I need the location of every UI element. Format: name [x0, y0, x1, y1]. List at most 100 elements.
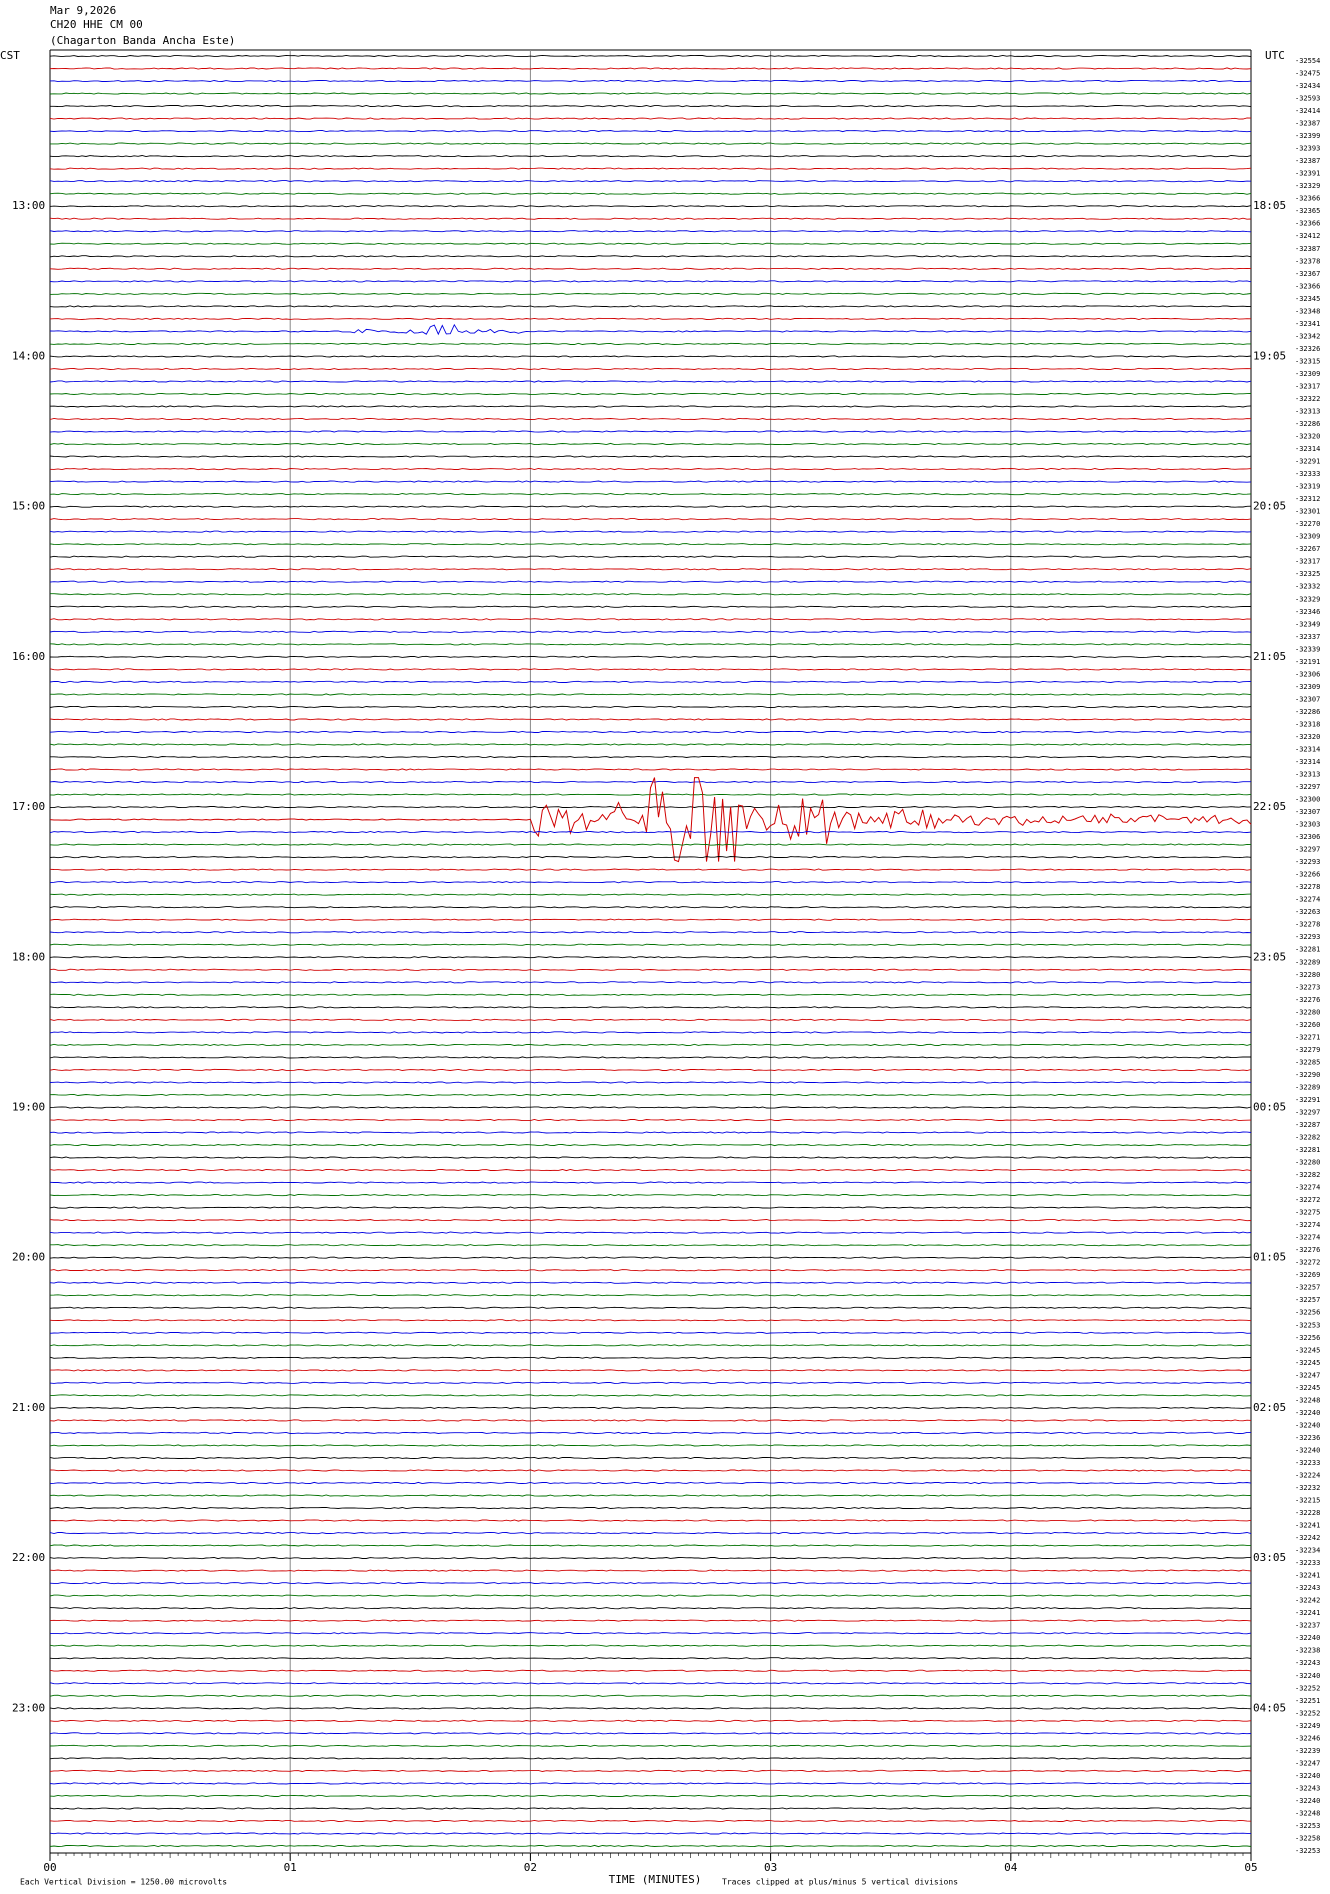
trace-offset-label: -32309: [1295, 683, 1320, 691]
trace: [49, 1657, 1252, 1660]
trace-offset-label: -32280: [1295, 1159, 1320, 1167]
trace: [49, 1569, 1252, 1572]
trace: [49, 518, 1252, 521]
x-tick-label: 02: [524, 1861, 537, 1874]
trace: [49, 267, 1252, 270]
trace: [49, 1406, 1252, 1409]
trace-offset-label: -32291: [1295, 1096, 1320, 1104]
trace: [49, 493, 1252, 496]
trace-offset-label: -32248: [1295, 1809, 1320, 1817]
trace-offset-label: -32253: [1295, 1847, 1320, 1855]
trace-offset-label: -32349: [1295, 620, 1320, 628]
trace: [49, 793, 1252, 796]
trace-offset-label: -32593: [1295, 95, 1320, 103]
trace: [50, 1394, 1252, 1397]
trace-offset-label: -32263: [1295, 908, 1320, 916]
trace: [49, 1281, 1252, 1284]
scale-note: Each Vertical Division = 1250.00 microvo…: [20, 1878, 227, 1887]
trace: [49, 1018, 1252, 1021]
trace-offset-label: -32366: [1295, 195, 1320, 203]
trace: [49, 1331, 1252, 1334]
trace-offset-label: -32282: [1295, 1134, 1320, 1142]
trace-offset-label: -32257: [1295, 1296, 1320, 1304]
trace-offset-label: -32273: [1295, 983, 1320, 991]
trace: [49, 1557, 1251, 1560]
trace: [49, 54, 1252, 58]
trace-offset-label: -32313: [1295, 770, 1320, 778]
trace-offset-label: -32269: [1295, 1271, 1320, 1279]
trace-offset-label: -32365: [1295, 207, 1320, 215]
trace: [49, 1494, 1252, 1497]
trace-offset-label: -32306: [1295, 670, 1320, 678]
trace-offset-label: -32238: [1295, 1647, 1320, 1655]
trace: [49, 1844, 1252, 1848]
trace-offset-label: -32253: [1295, 1321, 1320, 1329]
trace-offset-label: -32282: [1295, 1171, 1320, 1179]
trace-offset-label: -32249: [1295, 1722, 1320, 1730]
trace-offset-label: -32241: [1295, 1522, 1320, 1530]
trace: [49, 1607, 1251, 1610]
trace: [49, 380, 1252, 383]
trace-offset-label: -32325: [1295, 570, 1320, 578]
trace-offset-label: -32248: [1295, 1396, 1320, 1404]
trace-offset-label: -32240: [1295, 1409, 1320, 1417]
trace-offset-label: -32240: [1295, 1772, 1320, 1780]
trace-offset-label: -32307: [1295, 695, 1320, 703]
trace: [49, 1093, 1252, 1097]
x-tick-label: 05: [1244, 1861, 1257, 1874]
trace-offset-label: -32297: [1295, 783, 1320, 791]
trace: [49, 931, 1252, 934]
trace: [50, 142, 1252, 145]
trace-offset-label: -32475: [1295, 70, 1320, 78]
trace: [49, 1169, 1252, 1172]
trace-offset-label: -32240: [1295, 1446, 1320, 1454]
left-hour-label: 19:00: [12, 1100, 45, 1113]
trace-offset-label: -32367: [1295, 270, 1320, 278]
trace-offset-label: -32345: [1295, 295, 1320, 303]
trace-offset-label: -32274: [1295, 896, 1320, 904]
right-hour-label: 03:05: [1253, 1551, 1286, 1564]
trace: [49, 1269, 1252, 1272]
trace-offset-label: -32243: [1295, 1584, 1320, 1592]
trace: [49, 655, 1252, 658]
trace: [49, 1031, 1252, 1034]
trace: [49, 417, 1252, 421]
trace-offset-label: -32318: [1295, 720, 1320, 728]
trace-offset-label: -32289: [1295, 1083, 1320, 1091]
trace-offset-label: -32387: [1295, 120, 1320, 128]
trace: [49, 1782, 1252, 1785]
trace: [49, 468, 1252, 471]
trace: [49, 668, 1252, 671]
trace-offset-label: -32333: [1295, 470, 1320, 478]
trace: [49, 868, 1252, 871]
left-hour-label: 23:00: [12, 1701, 45, 1714]
left-hour-label: 17:00: [12, 800, 45, 813]
trace: [49, 1744, 1252, 1747]
station: CH20 HHE CM 00: [50, 18, 143, 31]
trace: [49, 117, 1252, 120]
date: Mar 9,2026: [50, 4, 116, 17]
trace: [49, 956, 1252, 959]
trace-offset-label: -32281: [1295, 946, 1320, 954]
trace: [49, 317, 1252, 320]
left-hour-label: 13:00: [12, 199, 45, 212]
trace-offset-label: -32289: [1295, 958, 1320, 966]
trace: [49, 580, 1252, 583]
trace-offset-label: -32239: [1295, 1747, 1320, 1755]
trace: [49, 292, 1252, 295]
trace-offset-label: -32272: [1295, 1259, 1320, 1267]
trace: [49, 1469, 1252, 1472]
trace: [49, 1319, 1252, 1322]
trace-offset-label: -32337: [1295, 633, 1320, 641]
trace-offset-label: -32233: [1295, 1559, 1320, 1567]
trace-offset-label: -32245: [1295, 1359, 1320, 1367]
trace-offset-label: -32314: [1295, 445, 1320, 453]
trace-offset-label: -32279: [1295, 1046, 1320, 1054]
trace-offset-label: -32293: [1295, 933, 1320, 941]
trace-offset-label: -32291: [1295, 458, 1320, 466]
trace: [49, 777, 1252, 863]
trace: [49, 1619, 1252, 1622]
trace: [49, 323, 1252, 336]
trace: [49, 1306, 1252, 1309]
trace: [49, 630, 1252, 633]
